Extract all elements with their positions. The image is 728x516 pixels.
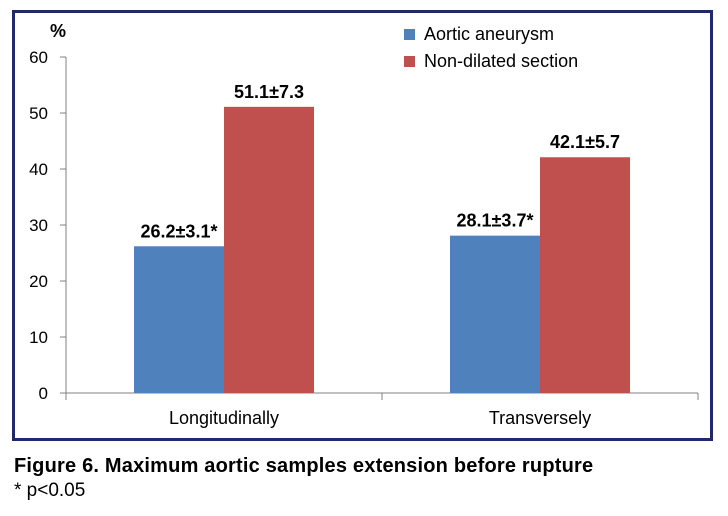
bar-chart: 0 10 20 30 40 50 60% 26.2±3.1* 51.1±7.3 Longitud… <box>29 21 699 428</box>
figure-caption-note: * p<0.05 <box>14 480 86 501</box>
bar <box>450 235 540 393</box>
y-tick-label: 60 <box>29 48 48 67</box>
y-tick-label: 20 <box>29 272 48 291</box>
y-tick-label: 30 <box>29 216 48 235</box>
data-label: 42.1±5.7 <box>550 132 620 152</box>
figure-caption-title: Figure 6. Maximum aortic samples extensi… <box>14 455 594 477</box>
data-label: 26.2±3.1* <box>141 221 218 241</box>
y-tick-label: 40 <box>29 160 48 179</box>
y-tick-label: 50 <box>29 104 48 123</box>
data-label: 51.1±7.3 <box>234 82 304 102</box>
x-tick-label: Transversely <box>489 408 591 428</box>
legend-swatch <box>404 56 415 67</box>
y-tick-label: 0 <box>39 384 48 403</box>
y-axis-label: % <box>50 21 66 41</box>
legend-label: Aortic aneurysm <box>424 24 554 44</box>
legend-swatch <box>404 29 415 40</box>
bar <box>134 246 224 393</box>
x-tick-label: Longitudinally <box>169 408 279 428</box>
bar <box>224 106 314 393</box>
data-label: 28.1±3.7* <box>457 211 534 231</box>
bar <box>540 157 630 393</box>
y-tick-label: 10 <box>29 328 48 347</box>
legend-label: Non-dilated section <box>424 51 578 71</box>
